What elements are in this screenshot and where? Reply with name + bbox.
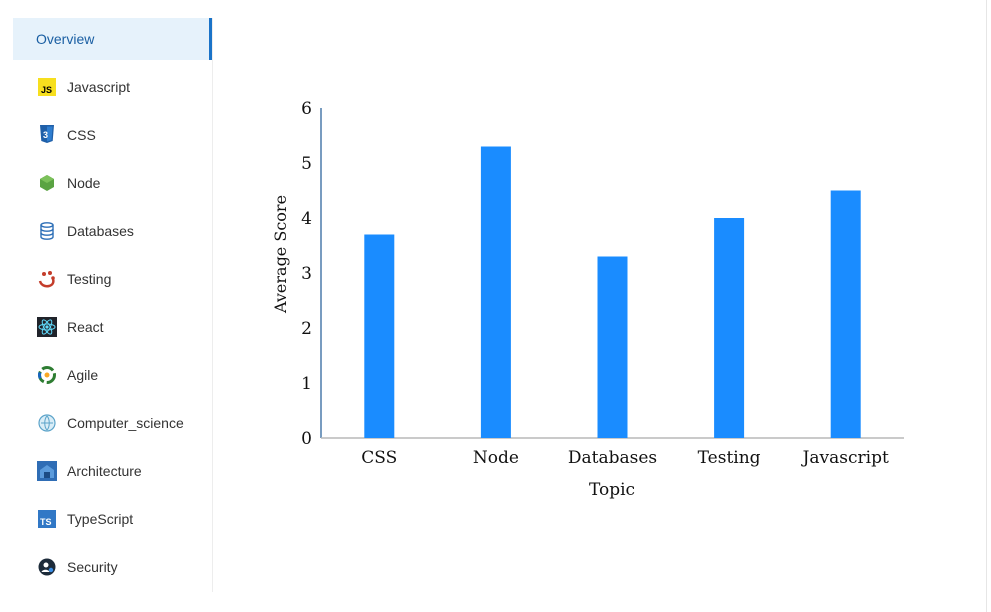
- bar-node: [480, 146, 511, 438]
- sidebar-item-label: TypeScript: [67, 511, 134, 527]
- sidebar-item-typescript[interactable]: TS TypeScript: [13, 498, 212, 540]
- sidebar-item-label: Node: [67, 175, 101, 191]
- x-tick-label: Testing: [698, 448, 761, 468]
- svg-text:JS: JS: [41, 85, 52, 95]
- react-icon: [37, 317, 57, 337]
- database-icon: [37, 221, 57, 241]
- bar-css: [364, 234, 395, 438]
- y-tick-label: 6: [301, 99, 312, 119]
- security-icon: [37, 557, 57, 577]
- sidebar-item-node[interactable]: Node: [13, 162, 212, 204]
- x-axis-label: Topic: [589, 480, 635, 500]
- x-axis-ticks: CSS Node Databases Testing Javascript: [361, 448, 889, 468]
- sidebar-item-databases[interactable]: Databases: [13, 210, 212, 252]
- page-right-border: [986, 0, 987, 612]
- agile-icon: [37, 365, 57, 385]
- average-score-chart: 0 1 2 3 4 5 6 CSS Node Databases Testing Javascrip…: [260, 90, 930, 520]
- bar-testing: [714, 218, 745, 438]
- x-tick-label: CSS: [361, 448, 397, 468]
- y-tick-label: 2: [301, 319, 312, 339]
- y-axis-label: Average Score: [271, 195, 290, 314]
- sidebar-item-label: Computer_science: [67, 415, 184, 431]
- sidebar-item-label: React: [67, 319, 104, 335]
- svg-text:3: 3: [43, 130, 48, 140]
- sidebar-item-label: Databases: [67, 223, 134, 239]
- y-tick-label: 3: [301, 264, 312, 284]
- sidebar-item-architecture[interactable]: Architecture: [13, 450, 212, 492]
- sidebar-item-security[interactable]: Security: [13, 546, 212, 588]
- sidebar-item-css[interactable]: 3 CSS: [13, 114, 212, 156]
- sidebar-item-label: Overview: [36, 31, 95, 47]
- x-tick-label: Databases: [568, 448, 657, 468]
- y-tick-label: 5: [301, 154, 312, 174]
- jest-icon: [37, 269, 57, 289]
- architecture-icon: [37, 461, 57, 481]
- node-icon: [37, 173, 57, 193]
- sidebar-item-label: CSS: [67, 127, 96, 143]
- sidebar-item-label: Agile: [67, 367, 99, 383]
- sidebar-item-react[interactable]: React: [13, 306, 212, 348]
- sidebar-item-javascript[interactable]: JS Javascript: [13, 66, 212, 108]
- svg-text:TS: TS: [40, 517, 52, 527]
- javascript-icon: JS: [37, 77, 57, 97]
- sidebar: Overview JS Javascript 3 CSS Node Databa…: [13, 18, 213, 592]
- sidebar-item-testing[interactable]: Testing: [13, 258, 212, 300]
- sidebar-item-label: Architecture: [67, 463, 142, 479]
- x-tick-label: Javascript: [801, 448, 889, 468]
- bars-group: [364, 146, 861, 438]
- y-tick-label: 1: [301, 374, 312, 394]
- sidebar-item-overview[interactable]: Overview: [13, 18, 212, 60]
- bar-databases: [597, 256, 628, 438]
- x-tick-label: Node: [473, 448, 519, 468]
- sidebar-item-label: Javascript: [67, 79, 131, 95]
- y-axis-ticks: 0 1 2 3 4 5 6: [301, 99, 312, 449]
- sidebar-item-label: Security: [67, 559, 118, 575]
- css3-icon: 3: [37, 125, 57, 145]
- sidebar-item-agile[interactable]: Agile: [13, 354, 212, 396]
- y-tick-label: 4: [301, 209, 312, 229]
- bar-javascript: [830, 190, 861, 438]
- sidebar-item-label: Testing: [67, 271, 112, 287]
- y-tick-label: 0: [301, 429, 312, 449]
- sidebar-item-computer-science[interactable]: Computer_science: [13, 402, 212, 444]
- computer-science-icon: [37, 413, 57, 433]
- bar-chart-svg: 0 1 2 3 4 5 6 CSS Node Databases Testing Javascrip…: [271, 99, 904, 500]
- typescript-icon: TS: [37, 509, 57, 529]
